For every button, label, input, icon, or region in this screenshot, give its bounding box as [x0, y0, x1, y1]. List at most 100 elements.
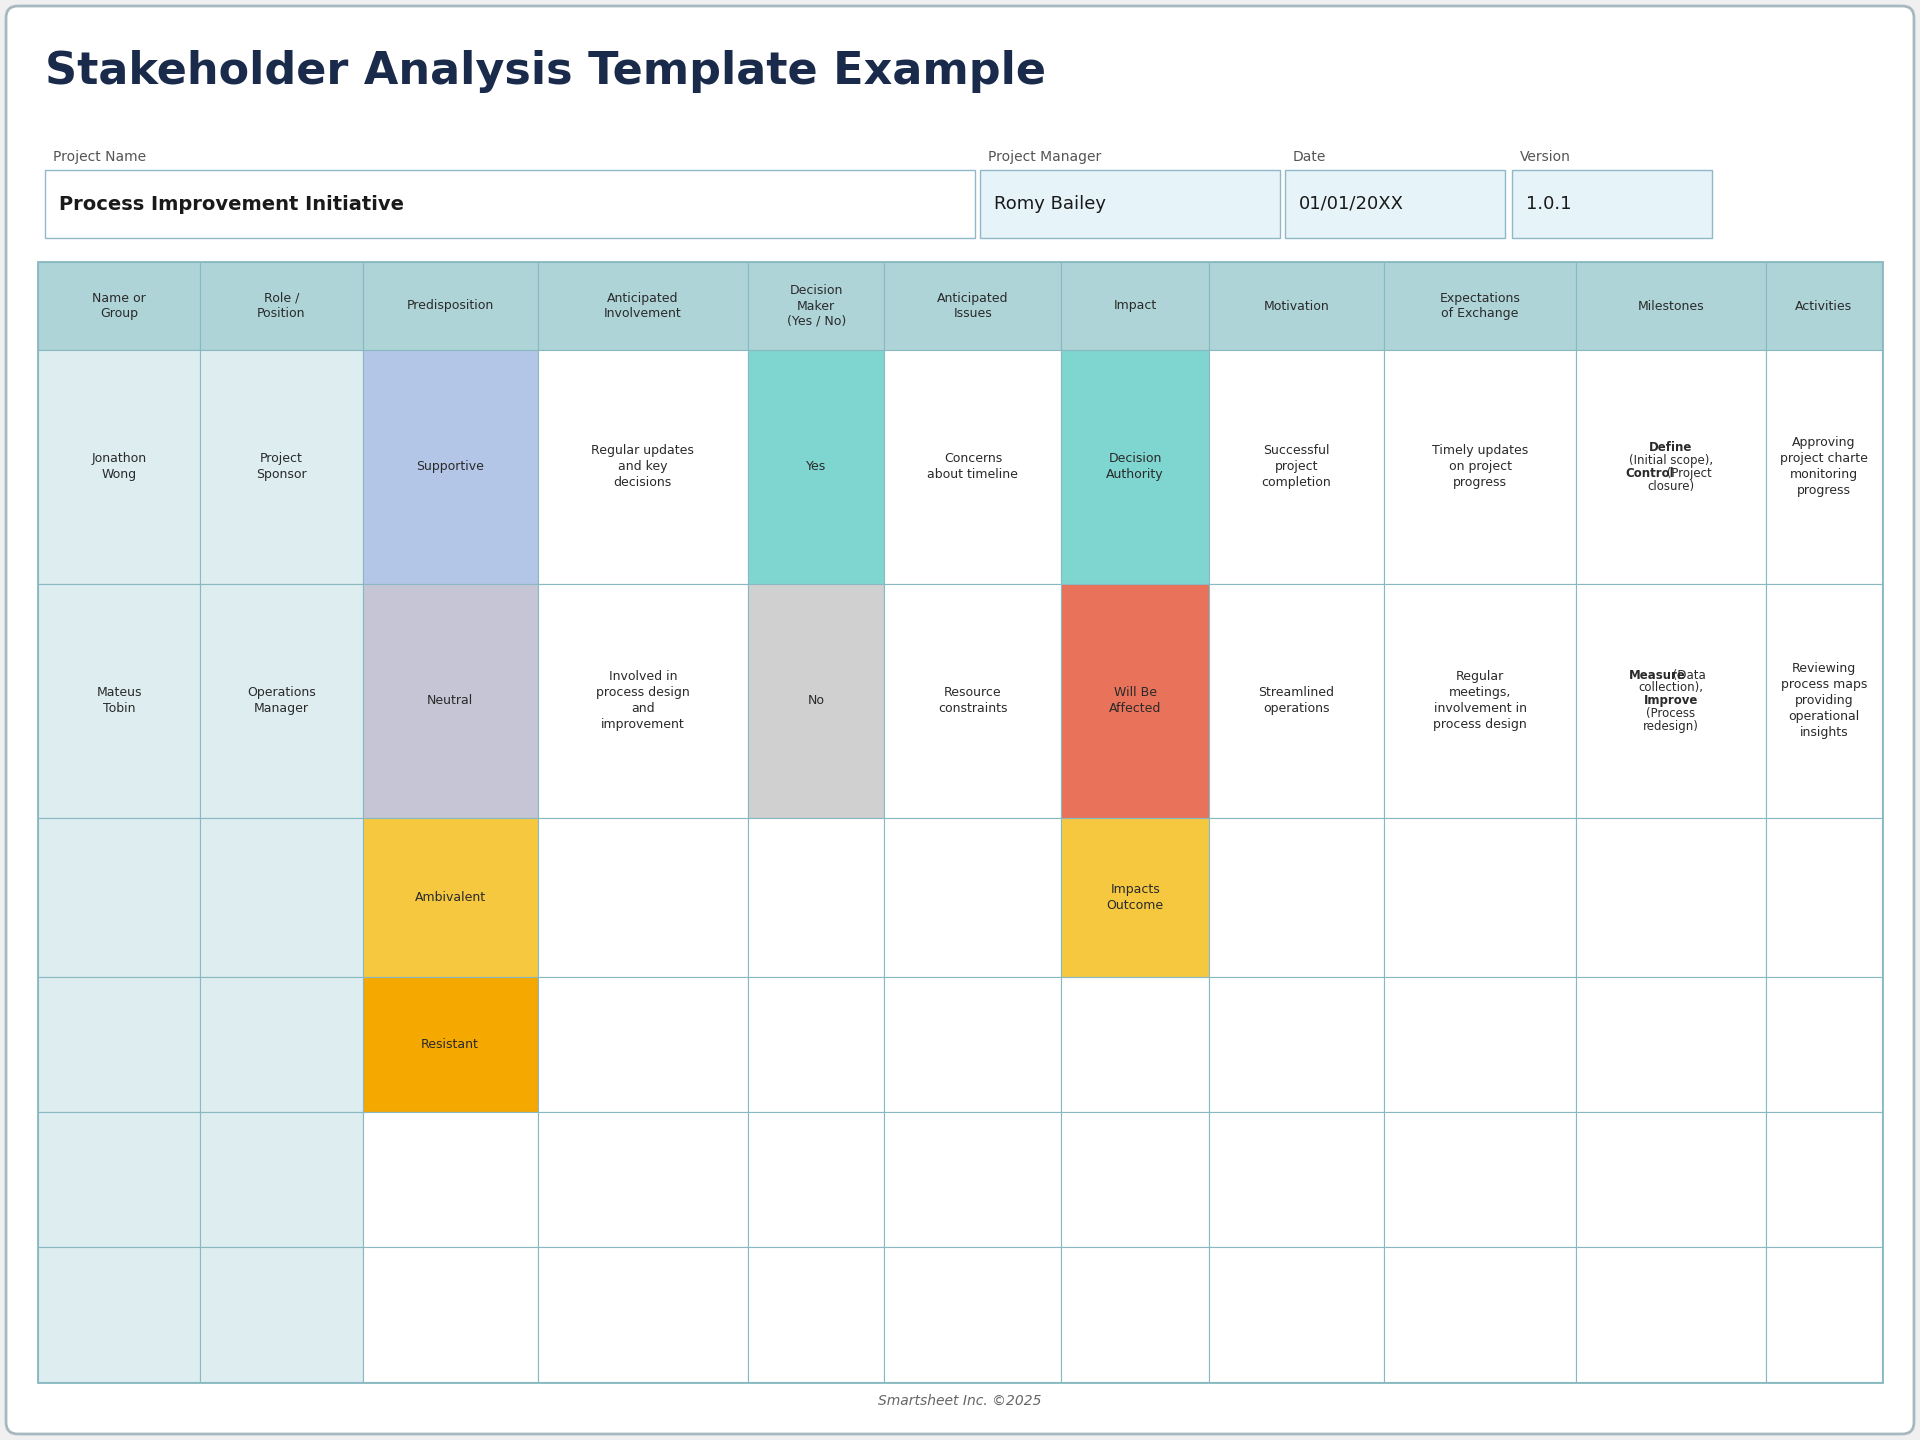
Bar	[1766, 350, 1882, 583]
Bar	[1210, 1112, 1384, 1247]
Bar	[1766, 818, 1882, 976]
Text: Regular
meetings,
involvement in
process design: Regular meetings, involvement in process…	[1432, 670, 1526, 732]
Text: Motivation: Motivation	[1263, 300, 1329, 312]
Bar	[1384, 818, 1576, 976]
Text: Streamlined
operations: Streamlined operations	[1258, 685, 1334, 716]
Bar	[363, 818, 538, 976]
Text: Project Manager: Project Manager	[989, 150, 1102, 164]
Bar	[1210, 583, 1384, 818]
Bar	[538, 976, 749, 1112]
Bar	[1384, 350, 1576, 583]
Bar	[38, 262, 200, 350]
Bar	[1384, 976, 1576, 1112]
Text: Ambivalent: Ambivalent	[415, 891, 486, 904]
Bar	[200, 818, 363, 976]
Bar	[1062, 350, 1210, 583]
Bar	[885, 976, 1062, 1112]
Bar	[749, 262, 885, 350]
Bar	[1210, 976, 1384, 1112]
Bar	[38, 350, 200, 583]
Text: 01/01/20XX: 01/01/20XX	[1300, 194, 1404, 213]
Text: Name or
Group: Name or Group	[92, 292, 146, 320]
Text: Jonathon
Wong: Jonathon Wong	[92, 452, 146, 481]
Bar	[363, 583, 538, 818]
Text: Impact: Impact	[1114, 300, 1158, 312]
Text: Anticipated
Involvement: Anticipated Involvement	[605, 292, 682, 320]
Bar	[363, 262, 538, 350]
Text: 1.0.1: 1.0.1	[1526, 194, 1571, 213]
Bar	[538, 350, 749, 583]
Text: Project
Sponsor: Project Sponsor	[255, 452, 307, 481]
Text: Control: Control	[1626, 467, 1674, 480]
Text: Approving
project charte
monitoring
progress: Approving project charte monitoring prog…	[1780, 436, 1868, 497]
Bar	[1062, 262, 1210, 350]
Text: Version: Version	[1521, 150, 1571, 164]
Bar	[1062, 818, 1210, 976]
Text: Milestones: Milestones	[1638, 300, 1705, 312]
Bar	[1210, 350, 1384, 583]
Bar	[1062, 1247, 1210, 1382]
Bar	[38, 1247, 200, 1382]
Bar	[1210, 262, 1384, 350]
Bar	[38, 1112, 200, 1247]
Text: Resource
constraints: Resource constraints	[939, 685, 1008, 716]
Text: Decision
Maker
(Yes / No): Decision Maker (Yes / No)	[787, 284, 847, 328]
Text: (Data: (Data	[1668, 668, 1705, 681]
Text: Reviewing
process maps
providing
operational
insights: Reviewing process maps providing operati…	[1780, 662, 1866, 739]
Bar	[1766, 1247, 1882, 1382]
Bar	[200, 350, 363, 583]
Bar	[885, 1112, 1062, 1247]
Bar	[363, 350, 538, 583]
Bar	[885, 818, 1062, 976]
Bar	[1576, 1247, 1766, 1382]
Bar	[1576, 262, 1766, 350]
Bar	[1210, 1247, 1384, 1382]
Text: Expectations
of Exchange: Expectations of Exchange	[1440, 292, 1521, 320]
Text: Anticipated
Issues: Anticipated Issues	[937, 292, 1008, 320]
Bar	[749, 818, 885, 976]
Text: collection),: collection),	[1638, 681, 1703, 694]
Text: Mateus
Tobin: Mateus Tobin	[96, 685, 142, 716]
Bar	[1766, 262, 1882, 350]
Text: Involved in
process design
and
improvement: Involved in process design and improveme…	[595, 670, 689, 732]
Bar	[1062, 583, 1210, 818]
Text: closure): closure)	[1647, 480, 1695, 492]
Bar	[38, 818, 200, 976]
Text: No: No	[808, 694, 826, 707]
Text: Yes: Yes	[806, 461, 826, 474]
Bar	[749, 583, 885, 818]
Bar	[1284, 170, 1505, 238]
Bar	[1384, 262, 1576, 350]
Bar	[1576, 583, 1766, 818]
Bar	[1384, 1112, 1576, 1247]
Text: Romy Bailey: Romy Bailey	[995, 194, 1106, 213]
Text: Process Improvement Initiative: Process Improvement Initiative	[60, 194, 403, 213]
Bar	[538, 1247, 749, 1382]
Text: Successful
project
completion: Successful project completion	[1261, 445, 1331, 490]
Text: Operations
Manager: Operations Manager	[248, 685, 315, 716]
Text: Role /
Position: Role / Position	[257, 292, 305, 320]
Bar	[200, 976, 363, 1112]
Bar	[200, 262, 363, 350]
Bar	[1576, 976, 1766, 1112]
Bar	[749, 976, 885, 1112]
Bar	[538, 1112, 749, 1247]
Bar	[38, 262, 1882, 1382]
Bar	[200, 1112, 363, 1247]
Bar	[979, 170, 1281, 238]
Text: Project Name: Project Name	[54, 150, 146, 164]
Bar	[1766, 976, 1882, 1112]
Text: Resistant: Resistant	[420, 1038, 480, 1051]
Text: Neutral: Neutral	[426, 694, 472, 707]
Bar	[885, 350, 1062, 583]
Bar	[885, 1247, 1062, 1382]
Bar	[885, 262, 1062, 350]
Bar	[1766, 583, 1882, 818]
Bar	[363, 1112, 538, 1247]
Text: Smartsheet Inc. ©2025: Smartsheet Inc. ©2025	[877, 1394, 1043, 1408]
Bar	[363, 976, 538, 1112]
Bar	[200, 583, 363, 818]
Bar	[1210, 818, 1384, 976]
Bar	[200, 1247, 363, 1382]
Text: (Process: (Process	[1645, 707, 1695, 720]
